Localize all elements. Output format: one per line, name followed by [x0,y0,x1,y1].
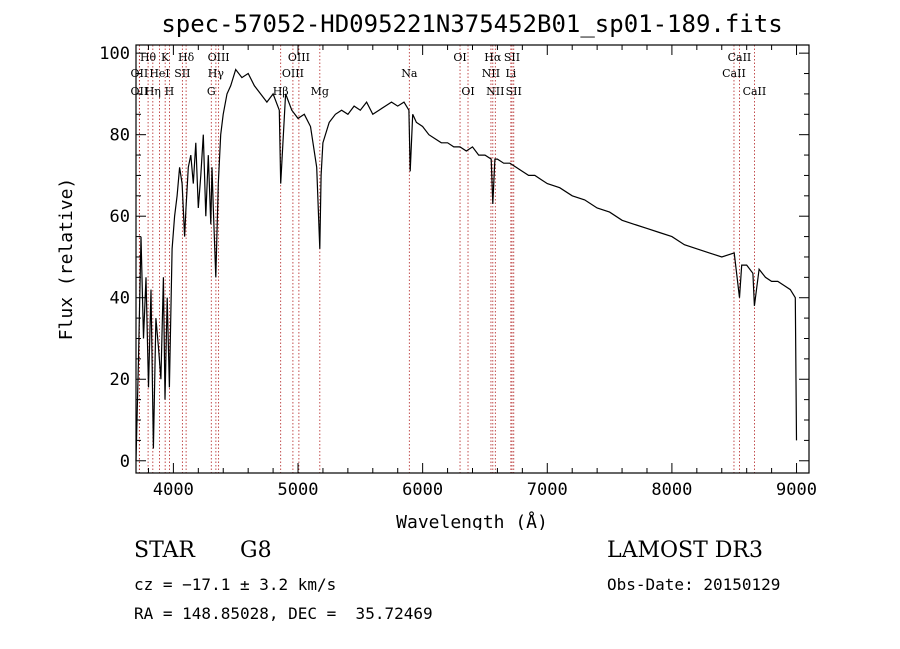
line-label-12: Hβ [273,85,289,98]
line-label-23: SII [504,51,520,64]
line-label-2: OII [131,85,149,98]
x-tick-label-5: 9000 [776,480,817,500]
x-tick-label-0: 4000 [153,480,194,500]
line-label-6: H [165,85,175,98]
line-label-20: Hα [484,51,502,64]
line-label-9: G [207,85,216,98]
line-label-5: K [161,51,170,64]
redshift-text: cz = −17.1 ± 3.2 km/s [134,575,337,594]
line-label-11: OIII [208,51,230,64]
line-label-14: OIII [288,51,310,64]
object-class: STAR [134,538,195,563]
line-label-16: Na [401,67,418,80]
line-label-21: NII [486,85,504,98]
obs-date-text: Obs-Date: 20150129 [607,575,781,594]
spectrum-line [135,68,798,461]
y-tick-label-4: 80 [110,126,130,146]
line-label-22: Li [505,67,516,80]
survey-name: LAMOST DR3 [607,538,763,563]
line-label-3: Hη [145,85,161,98]
line-label-25: CaII [722,67,746,80]
object-subclass: G8 [240,538,272,563]
axis-ticks: 4000 5000 6000 7000 8000 9000 0 20 40 60 80 100 [99,44,817,500]
chart-title: spec-57052-HD095221N375452B01_sp01-189.f… [161,10,782,38]
spectrum-chart: spec-57052-HD095221N375452B01_sp01-189.f… [56,10,817,530]
plot-frame [135,44,810,474]
line-label-26: CaII [728,51,752,64]
y-tick-label-3: 60 [110,207,130,227]
line-label-10: Hγ [208,67,225,80]
line-label-7: SII [174,67,190,80]
spectral-line-markers [138,45,755,473]
x-tick-label-2: 6000 [402,480,443,500]
line-label-24: SII [506,85,522,98]
x-tick-label-3: 7000 [527,480,568,500]
x-axis-label: Wavelength (Å) [396,511,548,530]
line-label-0: Hθ [140,51,157,64]
y-tick-label-5: 100 [99,44,130,64]
x-tick-label-4: 8000 [651,480,692,500]
x-tick-label-1: 5000 [278,480,319,500]
line-label-19: NII [482,67,500,80]
coordinates-text: RA = 148.85028, DEC = 35.72469 [134,604,433,623]
line-label-4: HeI [149,67,169,80]
y-tick-label-2: 40 [110,289,130,309]
y-tick-label-0: 0 [120,452,130,472]
line-label-15: Mg [311,85,329,98]
spectral-line-labels: HθOIIOIIHηHeIKHSIIHδGHγOIIIHβOIIIOIIIMgN… [131,51,767,98]
y-tick-label-1: 20 [110,370,130,390]
line-label-18: OI [461,85,474,98]
line-label-8: Hδ [178,51,195,64]
line-label-13: OIII [282,67,304,80]
line-label-27: CaII [743,85,767,98]
y-axis-label: Flux (relative) [56,178,77,341]
line-label-17: OI [453,51,466,64]
